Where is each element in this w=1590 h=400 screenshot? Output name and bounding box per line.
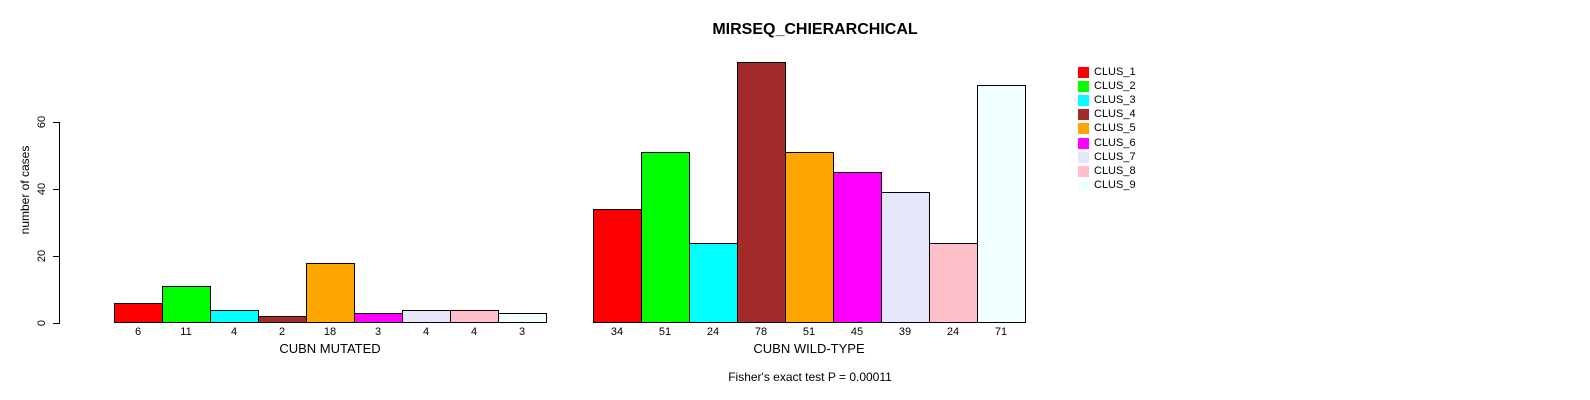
legend-swatch-icon [1078, 151, 1089, 163]
bar-value-label: 3 [374, 326, 382, 338]
legend-label: CLUS_1 [1094, 65, 1136, 78]
legend-swatch-icon [1078, 137, 1089, 149]
y-tick-mark [53, 122, 60, 123]
legend-swatch-icon [1078, 123, 1089, 135]
bar-clus_3 [689, 243, 738, 323]
y-tick-label: 0 [36, 319, 48, 327]
y-tick-mark [53, 256, 60, 257]
bar-value-label: 6 [134, 326, 142, 338]
bar-clus_3 [210, 310, 259, 323]
bar-value-label: 24 [706, 326, 720, 338]
bar-value-label: 2 [278, 326, 286, 338]
bar-value-label: 3 [518, 326, 526, 338]
legend-swatch-icon [1078, 180, 1089, 192]
legend-item-clus_6: CLUS_6 [1078, 136, 1136, 150]
legend-item-clus_5: CLUS_5 [1078, 122, 1136, 136]
legend-swatch-icon [1078, 109, 1089, 121]
bar-value-label: 4 [422, 326, 430, 338]
legend-item-clus_2: CLUS_2 [1078, 79, 1136, 93]
legend-label: CLUS_3 [1094, 93, 1136, 106]
bar-clus_8 [929, 243, 978, 323]
bar-value-label: 51 [802, 326, 816, 338]
bar-value-label: 45 [850, 326, 864, 338]
bar-value-label: 39 [898, 326, 912, 338]
bar-clus_5 [306, 263, 355, 323]
bar-value-label: 51 [658, 326, 672, 338]
bar-clus_4 [258, 316, 307, 323]
y-tick-label: 20 [36, 249, 48, 263]
bar-clus_8 [450, 310, 499, 323]
bar-clus_5 [785, 152, 834, 323]
chart-title: MIRSEQ_CHIERARCHICAL [712, 21, 918, 38]
legend-label: CLUS_6 [1094, 136, 1136, 149]
group-label: CUBN MUTATED [279, 341, 381, 356]
legend-item-clus_9: CLUS_9 [1078, 179, 1136, 193]
legend-swatch-icon [1078, 94, 1089, 106]
bar-clus_4 [737, 62, 786, 323]
bar-clus_1 [114, 303, 163, 323]
legend-label: CLUS_8 [1094, 164, 1136, 177]
y-tick-label: 40 [36, 182, 48, 196]
y-tick-label: 60 [36, 115, 48, 129]
bar-value-label: 11 [180, 326, 192, 338]
legend-item-clus_1: CLUS_1 [1078, 65, 1136, 79]
bar-value-label: 78 [754, 326, 768, 338]
bar-clus_9 [498, 313, 547, 323]
y-axis-label: number of cases [18, 145, 32, 235]
bar-clus_2 [641, 152, 690, 323]
legend-swatch-icon [1078, 165, 1089, 177]
legend-swatch-icon [1078, 66, 1089, 78]
group-label: CUBN WILD-TYPE [753, 341, 865, 356]
y-tick-mark [53, 323, 60, 324]
bar-clus_6 [354, 313, 403, 323]
bar-value-label: 24 [946, 326, 960, 338]
bar-value-label: 4 [230, 326, 238, 338]
legend-label: CLUS_2 [1094, 79, 1136, 92]
bar-value-label: 18 [323, 326, 337, 338]
bar-clus_9 [977, 85, 1026, 323]
legend-item-clus_8: CLUS_8 [1078, 164, 1136, 178]
y-tick-mark [53, 189, 60, 190]
legend-label: CLUS_9 [1094, 179, 1136, 192]
fisher-test-annotation: Fisher's exact test P = 0.00011 [728, 370, 892, 384]
legend-item-clus_3: CLUS_3 [1078, 93, 1136, 107]
bar-value-label: 34 [610, 326, 624, 338]
bar-clus_7 [402, 310, 451, 323]
bar-clus_6 [833, 172, 882, 323]
y-axis-line [59, 122, 60, 324]
legend-label: CLUS_7 [1094, 150, 1136, 163]
bar-clus_2 [162, 286, 211, 323]
bar-clus_1 [593, 209, 642, 323]
legend: CLUS_1 CLUS_2 CLUS_3 CLUS_4 CLUS_5 CLUS_6 CLUS… [1078, 65, 1136, 193]
legend-swatch-icon [1078, 80, 1089, 92]
legend-label: CLUS_4 [1094, 108, 1136, 121]
legend-label: CLUS_5 [1094, 122, 1136, 135]
bar-clus_7 [881, 192, 930, 323]
bar-value-label: 71 [994, 326, 1008, 338]
bar-value-label: 4 [470, 326, 478, 338]
legend-item-clus_7: CLUS_7 [1078, 150, 1136, 164]
legend-item-clus_4: CLUS_4 [1078, 108, 1136, 122]
